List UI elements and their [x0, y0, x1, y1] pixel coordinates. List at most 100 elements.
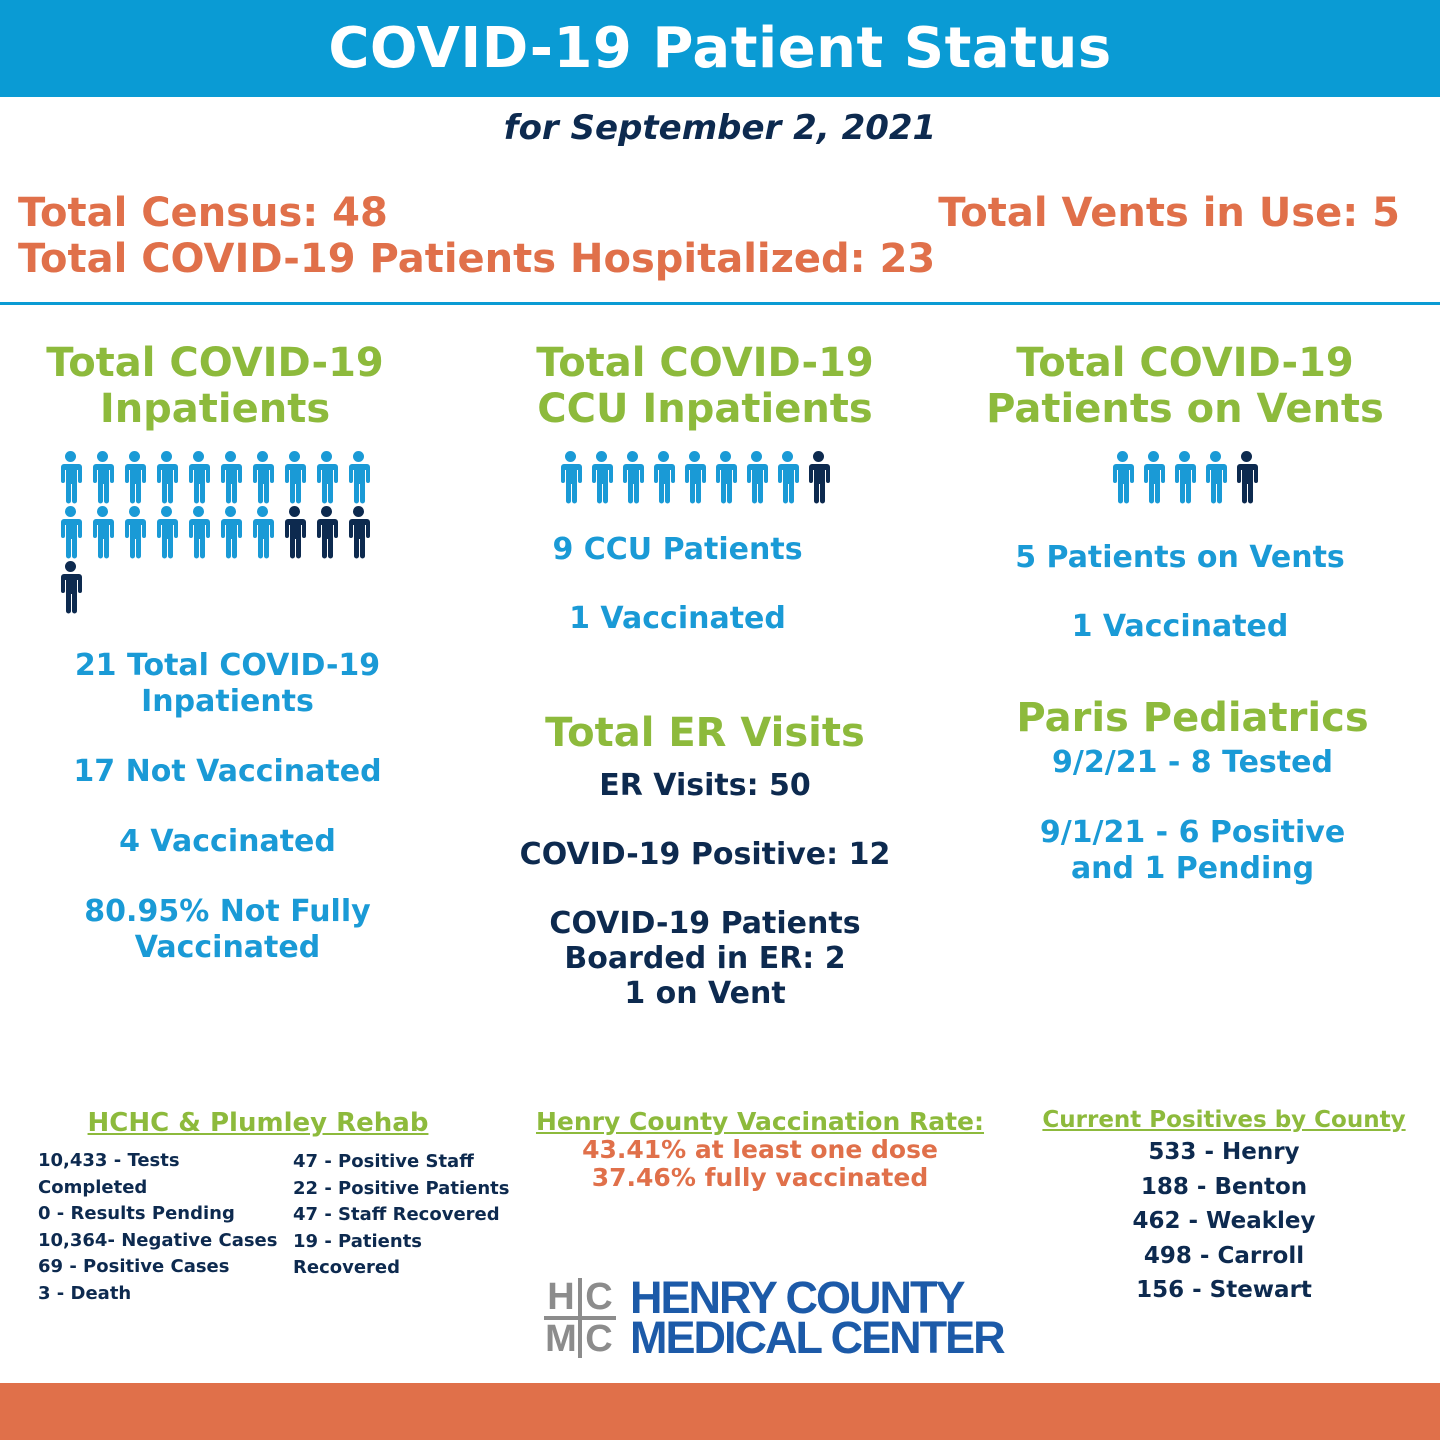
person-icon-unvaccinated [1169, 450, 1200, 504]
county-positives-section: Current Positives by County 533 - Henry … [1040, 1107, 1408, 1308]
person-icon-unvaccinated [247, 450, 279, 504]
er-title: Total ER Visits [545, 710, 865, 756]
rehab-right-list: 47 - Positive Staff 22 - Positive Patien… [293, 1149, 513, 1282]
pediatrics-positive-line2: and 1 Pending [1070, 851, 1315, 886]
person-icon-unvaccinated [183, 505, 215, 559]
hcmc-logo: H C M C HENRY COUNTY MEDICAL CENTER [544, 1272, 1006, 1363]
person-icon-unvaccinated [55, 450, 87, 504]
list-item: 0 - Results Pending [38, 1203, 235, 1224]
er-boarded-line2: Boarded in ER: 2 [564, 941, 846, 976]
ccu-title-line1: Total COVID-19 [536, 340, 874, 386]
list-item: 19 - Patients [293, 1230, 423, 1252]
person-icon-unvaccinated [772, 450, 803, 504]
ccu-vaccinated: 1 Vaccinated [569, 601, 786, 636]
report-date: for September 2, 2021 [503, 108, 937, 148]
totals-block: Total Census: 48 Total COVID-19 Patients… [18, 190, 935, 282]
rehab-title: HCHC & Plumley Rehab [87, 1108, 429, 1138]
er-visits: ER Visits: 50 [599, 768, 811, 803]
vents-title-line1: Total COVID-19 [1016, 340, 1354, 386]
inpatients-total-line1: 21 Total COVID-19 [74, 648, 381, 683]
vaccination-title: Henry County Vaccination Rate: [535, 1107, 985, 1136]
er-section: Total ER Visits ER Visits: 50 COVID-19 P… [490, 710, 920, 1011]
ccu-section: Total COVID-19 CCU Inpatients [500, 340, 910, 432]
list-item: 22 - Positive Patients [293, 1177, 510, 1199]
person-icon-unvaccinated [1138, 450, 1169, 504]
person-icon-unvaccinated [119, 450, 151, 504]
person-icon-unvaccinated [215, 450, 247, 504]
person-icon-vaccinated [1231, 450, 1262, 504]
person-icon-unvaccinated [151, 505, 183, 559]
person-icon-unvaccinated [55, 505, 87, 559]
list-item: 498 - Carroll [1143, 1242, 1305, 1269]
person-icon-unvaccinated [215, 505, 247, 559]
list-item: 533 - Henry [1148, 1139, 1300, 1165]
pediatrics-tested: 9/2/21 - 8 Tested [1052, 745, 1333, 780]
person-icon-unvaccinated [279, 450, 311, 504]
pediatrics-positive-line1: 9/1/21 - 6 Positive [1039, 815, 1346, 850]
person-icon-unvaccinated [555, 450, 586, 504]
inpatients-title: Total COVID-19 Inpatients [20, 340, 410, 432]
ccu-title: Total COVID-19 CCU Inpatients [500, 340, 910, 432]
inpatients-person-icons [55, 450, 375, 614]
pediatrics-title: Paris Pediatrics [1016, 695, 1369, 741]
logo-line1: HENRY COUNTY [630, 1272, 966, 1323]
vaccination-rate-section: Henry County Vaccination Rate: 43.41% at… [530, 1107, 990, 1192]
inpatients-section: Total COVID-19 Inpatients [20, 340, 410, 432]
ccu-stats: 9 CCU Patients 1 Vaccinated [480, 532, 875, 637]
person-icon-vaccinated [279, 505, 311, 559]
header-bar: COVID-19 Patient Status [0, 0, 1440, 97]
inpatients-vaccinated: 4 Vaccinated [119, 824, 336, 859]
person-icon-unvaccinated [741, 450, 772, 504]
er-boarded-line1: COVID-19 Patients [549, 906, 861, 941]
person-icon-unvaccinated [87, 505, 119, 559]
list-item: 69 - Positive Cases [38, 1256, 230, 1277]
ccu-person-icons [555, 450, 845, 504]
person-icon-unvaccinated [247, 505, 279, 559]
list-item: 10,364- Negative Cases [38, 1229, 278, 1251]
ccu-patients: 9 CCU Patients [552, 532, 803, 567]
vents-patients: 5 Patients on Vents [1015, 540, 1345, 575]
er-covid-positive: COVID-19 Positive: 12 [519, 837, 891, 872]
inpatients-stats: 21 Total COVID-19 Inpatients 17 Not Vacc… [40, 648, 415, 966]
list-item: 10,433 - Tests Completed [38, 1150, 180, 1198]
total-vents-in-use: Total Vents in Use: 5 [938, 190, 1400, 236]
inpatients-total-line2: Inpatients [141, 684, 314, 719]
person-icon-unvaccinated [87, 450, 119, 504]
vents-vaccinated: 1 Vaccinated [1071, 609, 1289, 644]
vents-title: Total COVID-19 Patients on Vents [975, 340, 1395, 432]
person-icon-unvaccinated [311, 450, 343, 504]
person-icon-unvaccinated [586, 450, 617, 504]
list-item: 156 - Stewart [1136, 1277, 1312, 1303]
list-item: 47 - Staff Recovered [293, 1204, 500, 1225]
total-hospitalized: Total COVID-19 Patients Hospitalized: 23 [18, 236, 936, 282]
divider [0, 302, 1440, 305]
inpatients-percent-line2: Vaccinated [134, 930, 321, 965]
inpatients-not-vaccinated: 17 Not Vaccinated [73, 754, 382, 789]
inpatients-percent-line1: 80.95% Not Fully [84, 894, 371, 929]
person-icon-unvaccinated [648, 450, 679, 504]
list-item: Recovered [293, 1257, 401, 1278]
hcmc-logo-mark: H C M C [544, 1278, 616, 1358]
person-icon-unvaccinated [183, 450, 215, 504]
person-icon-unvaccinated [679, 450, 710, 504]
vents-person-icons [1107, 450, 1267, 504]
vents-title-line2: Patients on Vents [986, 386, 1384, 432]
inpatients-title-line2: Inpatients [99, 386, 331, 432]
page-title: COVID-19 Patient Status [328, 16, 1112, 81]
hcmc-logo-text: HENRY COUNTY MEDICAL CENTER [630, 1272, 1006, 1363]
person-icon-vaccinated [311, 505, 343, 559]
er-boarded-line3: 1 on Vent [624, 976, 786, 1011]
logo-line2: MEDICAL CENTER [630, 1312, 1006, 1363]
list-item: 3 - Death [38, 1282, 132, 1304]
person-icon-vaccinated [55, 560, 87, 614]
bottom-bar [0, 1383, 1440, 1440]
person-icon-unvaccinated [151, 450, 183, 504]
person-icon-unvaccinated [343, 450, 375, 504]
list-item: 188 - Benton [1140, 1173, 1308, 1200]
rehab-left-list: 10,433 - Tests Completed 0 - Results Pen… [38, 1148, 288, 1307]
vents-section: Total COVID-19 Patients on Vents [975, 340, 1395, 432]
vents-stats: 5 Patients on Vents 1 Vaccinated [985, 540, 1375, 645]
total-census: Total Census: 48 [18, 190, 388, 236]
pediatrics-section: Paris Pediatrics 9/2/21 - 8 Tested 9/1/2… [990, 695, 1395, 887]
person-icon-vaccinated [343, 505, 375, 559]
